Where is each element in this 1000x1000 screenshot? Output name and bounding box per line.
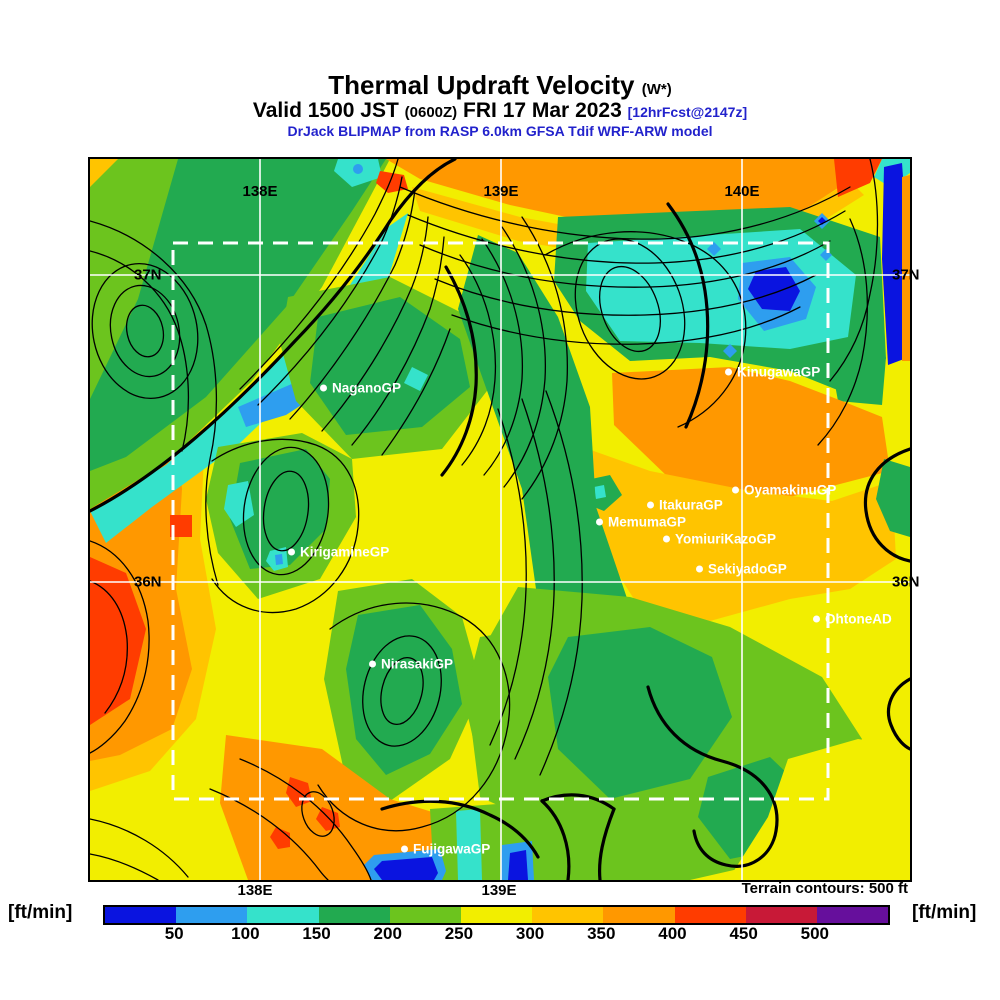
colorbar-segment-9: [745, 907, 817, 923]
station-marker-dot: [696, 565, 703, 573]
lat-label-right-0: 37N: [892, 266, 920, 284]
station-SekiyadoGP: SekiyadoGP: [696, 562, 787, 577]
title-text: Thermal Updraft Velocity: [328, 70, 635, 100]
colorbar-segment-0: [105, 907, 177, 923]
colorbar-unit-right: [ft/min]: [912, 902, 977, 923]
colorbar-tick-50: 50: [164, 924, 184, 943]
station-label: MemumaGP: [608, 514, 687, 530]
station-label: FujigawaGP: [413, 841, 491, 857]
colorbar-ticks: 50 100 150 200 250 300 350 400 450 500: [0, 924, 1000, 944]
latlon-grid-lines: [90, 159, 910, 880]
map: 138E 139E 140E 138E 139E 37N 36N 37N 36N NaganoGP…: [88, 157, 920, 899]
model-domain-dashed-boundary: [171, 241, 830, 801]
lon-label-top-2: 140E: [724, 183, 760, 200]
station-KinugawaGP: KinugawaGP: [725, 365, 820, 380]
colorbar-segment-6: [532, 907, 604, 923]
valid-time: Valid 1500 JST: [252, 99, 399, 122]
station-ItakuraGP: ItakuraGP: [647, 498, 723, 513]
station-label: KirigamineGP: [300, 544, 390, 560]
colorbar-tick-500: 500: [800, 924, 829, 943]
colorbar-unit-left: [ft/min]: [8, 902, 73, 923]
colorbar-segment-4: [389, 907, 461, 923]
station-NaganoGP: NaganoGP: [320, 381, 401, 396]
colorbar-segment-2: [247, 907, 319, 923]
station-FujigawaGP: FujigawaGP: [401, 842, 490, 857]
model-line: DrJack BLIPMAP from RASP 6.0km GFSA Tdif…: [287, 123, 713, 139]
lon-label-bottom-0: 138E: [237, 882, 273, 899]
station-label: NirasakiGP: [381, 656, 454, 672]
colorbar-tick-300: 300: [515, 924, 545, 943]
colorbar-tick-400: 400: [658, 924, 687, 943]
station-marker-dot: [732, 486, 739, 494]
station-label: NaganoGP: [332, 380, 402, 396]
lon-label-top-1: 139E: [483, 183, 519, 200]
station-marker-dot: [663, 535, 670, 543]
colorbar-tick-200: 200: [373, 924, 402, 943]
colorbar-segment-7: [603, 907, 675, 923]
colorbar-segment-3: [318, 907, 390, 923]
colorbar-tick-450: 450: [729, 924, 758, 943]
station-marker-dot: [288, 548, 295, 556]
colorbar-segment-5: [460, 907, 533, 923]
station-YomiuriKazoGP: YomiuriKazoGP: [663, 532, 776, 547]
page-title: Thermal Updraft Velocity (W*): [0, 70, 1000, 101]
station-label: ItakuraGP: [659, 497, 723, 513]
station-label: SekiyadoGP: [708, 561, 787, 577]
station-marker-dot: [725, 368, 732, 376]
filled-contours: [90, 159, 910, 880]
valid-date: FRI 17 Mar 2023: [463, 99, 622, 122]
colorbar-segment-10: [816, 907, 889, 923]
station-marker-dot: [813, 615, 820, 623]
colorbar-tick-350: 350: [587, 924, 616, 943]
forecast-tag: [12hrFcst@2147z]: [627, 104, 748, 120]
lon-label-bottom-1: 139E: [481, 882, 517, 899]
station-marker-dot: [647, 501, 654, 509]
station-label: OyamakinuGP: [744, 482, 837, 498]
lat-label-right-1: 36N: [892, 573, 920, 591]
colorbar: [103, 905, 890, 925]
colorbar-segment-1: [176, 907, 248, 923]
station-label: YomiuriKazoGP: [675, 531, 777, 547]
station-OyamakinuGP: OyamakinuGP: [732, 483, 836, 498]
colorbar-tick-250: 250: [444, 924, 474, 943]
colorbar-tick-150: 150: [302, 924, 331, 943]
station-KirigamineGP: KirigamineGP: [288, 545, 389, 560]
lat-label-left-0: 37N: [134, 266, 162, 284]
station-MemumaGP: MemumaGP: [596, 515, 686, 530]
station-marker-dot: [401, 845, 408, 853]
station-label: KinugawaGP: [737, 364, 821, 380]
station-label: OhtoneAD: [825, 611, 892, 627]
colorbar-segment-8: [674, 907, 746, 923]
station-marker-dot: [320, 384, 327, 392]
valid-time-line: Valid 1500 JST (0600Z) FRI 17 Mar 2023 […: [0, 99, 1000, 123]
valid-zulu: (0600Z): [404, 104, 458, 121]
station-marker-dot: [596, 518, 603, 526]
lat-label-left-1: 36N: [134, 573, 162, 591]
station-OhtoneAD: OhtoneAD: [813, 612, 892, 627]
title-suffix: (W*): [641, 81, 672, 98]
terrain-contours-note: Terrain contours: 500 ft: [741, 880, 908, 897]
lon-label-top-0: 138E: [242, 183, 278, 200]
colorbar-tick-100: 100: [231, 924, 260, 943]
station-marker-dot: [369, 660, 376, 668]
map-canvas: [90, 159, 910, 880]
terrain-contour-lines: [90, 159, 879, 880]
station-NirasakiGP: NirasakiGP: [369, 657, 453, 672]
